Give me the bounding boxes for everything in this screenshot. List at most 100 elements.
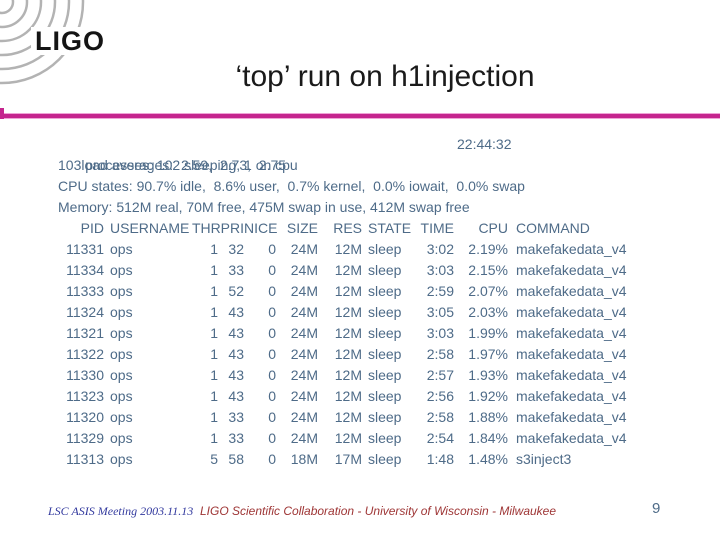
process-cell-pid: 11320 bbox=[66, 409, 104, 425]
process-cell-nice: 0 bbox=[268, 283, 276, 299]
process-cell-cmd: makefakedata_v4 bbox=[516, 430, 627, 446]
process-cell-cmd: makefakedata_v4 bbox=[516, 346, 627, 362]
process-cell-size: 24M bbox=[290, 325, 318, 341]
process-cell-cpu: 1.93% bbox=[468, 367, 508, 383]
process-row: 11320 ops 1 33 0 24M 12M sleep 2:58 1.88% makefake… bbox=[58, 407, 710, 428]
process-row: 11313 ops 5 58 0 18M 17M sleep 1:48 1.48% s3inject… bbox=[58, 449, 710, 470]
process-cell-res: 12M bbox=[334, 241, 362, 257]
process-cell-thr: 1 bbox=[210, 409, 218, 425]
process-cell-pid: 11322 bbox=[66, 346, 104, 362]
process-cell-cpu: 2.07% bbox=[468, 283, 508, 299]
process-cell-time: 3:03 bbox=[426, 325, 454, 341]
process-cell-time: 2:57 bbox=[426, 367, 454, 383]
process-cell-thr: 1 bbox=[210, 367, 218, 383]
process-cell-cpu: 2.03% bbox=[468, 304, 508, 320]
process-cell-state: sleep bbox=[368, 262, 402, 278]
top-output: load averages: 2.59, 2.73, 2.75 22:44:32… bbox=[58, 134, 710, 470]
process-row: 11322 ops 1 43 0 24M 12M sleep 2:58 1.97% makefake… bbox=[58, 344, 710, 365]
process-cell-pid: 11330 bbox=[66, 367, 104, 383]
process-row: 11321 ops 1 43 0 24M 12M sleep 3:03 1.99% makefake… bbox=[58, 323, 710, 344]
process-cell-time: 2:56 bbox=[426, 388, 454, 404]
process-cell-state: sleep bbox=[368, 325, 402, 341]
process-cell-nice: 0 bbox=[268, 304, 276, 320]
process-cell-pid: 11321 bbox=[66, 325, 104, 341]
process-table-header: PID USERNAME THR PRI NICE SIZE RES STATE TIME CPU… bbox=[58, 218, 710, 239]
clock-time: 22:44:32 bbox=[457, 136, 512, 152]
process-cell-pri: 58 bbox=[228, 451, 244, 467]
footer-collaboration-label: LIGO Scientific Collaboration - Universi… bbox=[200, 504, 557, 518]
process-cell-res: 12M bbox=[334, 262, 362, 278]
process-cell-size: 24M bbox=[290, 283, 318, 299]
process-cell-state: sleep bbox=[368, 388, 402, 404]
process-cell-nice: 0 bbox=[268, 367, 276, 383]
process-cell-user: ops bbox=[110, 262, 133, 278]
process-cell-pri: 43 bbox=[228, 388, 244, 404]
process-cell-user: ops bbox=[110, 451, 133, 467]
process-cell-thr: 5 bbox=[210, 451, 218, 467]
column-header-time: TIME bbox=[420, 220, 454, 236]
process-cell-cmd: makefakedata_v4 bbox=[516, 388, 627, 404]
summary-line: Memory: 512M real, 70M free, 475M swap i… bbox=[58, 199, 470, 215]
process-cell-user: ops bbox=[110, 283, 133, 299]
process-cell-time: 2:54 bbox=[426, 430, 454, 446]
process-cell-time: 1:48 bbox=[426, 451, 454, 467]
process-cell-cpu: 1.48% bbox=[468, 451, 508, 467]
process-cell-cmd: makefakedata_v4 bbox=[516, 262, 627, 278]
process-cell-pid: 11329 bbox=[66, 430, 104, 446]
process-cell-pri: 43 bbox=[228, 325, 244, 341]
process-cell-size: 24M bbox=[290, 346, 318, 362]
process-cell-cmd: makefakedata_v4 bbox=[516, 241, 627, 257]
process-cell-nice: 0 bbox=[268, 325, 276, 341]
process-cell-pri: 33 bbox=[228, 409, 244, 425]
process-cell-thr: 1 bbox=[210, 325, 218, 341]
process-cell-pri: 33 bbox=[228, 430, 244, 446]
process-cell-nice: 0 bbox=[268, 262, 276, 278]
process-cell-cmd: s3inject3 bbox=[516, 451, 572, 467]
process-cell-thr: 1 bbox=[210, 262, 218, 278]
process-cell-pid: 11313 bbox=[66, 451, 104, 467]
summary-lines: 103 processes: 102 sleeping, 1 on cpu CPU… bbox=[58, 155, 710, 218]
accent-divider bbox=[0, 113, 720, 119]
process-cell-user: ops bbox=[110, 409, 133, 425]
column-header-user: USERNAME bbox=[110, 220, 190, 236]
summary-line: 103 processes: 102 sleeping, 1 on cpu bbox=[58, 157, 298, 173]
process-cell-state: sleep bbox=[368, 283, 402, 299]
process-cell-res: 12M bbox=[334, 367, 362, 383]
process-cell-size: 24M bbox=[290, 304, 318, 320]
process-cell-user: ops bbox=[110, 325, 133, 341]
process-cell-pri: 33 bbox=[228, 262, 244, 278]
ligo-logo-text: LIGO bbox=[31, 27, 109, 55]
process-cell-pid: 11331 bbox=[66, 241, 104, 257]
process-cell-cmd: makefakedata_v4 bbox=[516, 325, 627, 341]
process-row: 11333 ops 1 52 0 24M 12M sleep 2:59 2.07% makefake… bbox=[58, 281, 710, 302]
process-cell-res: 12M bbox=[334, 346, 362, 362]
process-cell-time: 3:05 bbox=[426, 304, 454, 320]
process-cell-time: 2:59 bbox=[426, 283, 454, 299]
column-header-size: SIZE bbox=[286, 220, 318, 236]
process-table-body: 11331 ops 1 32 0 24M 12M sleep 3:02 2.19% makefake… bbox=[58, 239, 710, 470]
process-cell-cmd: makefakedata_v4 bbox=[516, 283, 627, 299]
process-cell-state: sleep bbox=[368, 367, 402, 383]
accent-divider-tick bbox=[0, 108, 4, 119]
column-header-cpu: CPU bbox=[478, 220, 508, 236]
process-cell-state: sleep bbox=[368, 451, 402, 467]
footer-meeting-label: LSC ASIS Meeting 2003.11.13 bbox=[48, 504, 194, 518]
process-cell-state: sleep bbox=[368, 241, 402, 257]
page-title: ‘top’ run on h1injection bbox=[235, 60, 535, 93]
process-cell-res: 12M bbox=[334, 304, 362, 320]
process-cell-nice: 0 bbox=[268, 241, 276, 257]
process-cell-res: 12M bbox=[334, 283, 362, 299]
column-header-state: STATE bbox=[368, 220, 412, 236]
page-number: 9 bbox=[652, 500, 661, 517]
process-cell-cmd: makefakedata_v4 bbox=[516, 367, 627, 383]
process-row: 11323 ops 1 43 0 24M 12M sleep 2:56 1.92% makefake… bbox=[58, 386, 710, 407]
load-average-line: load averages: 2.59, 2.73, 2.75 22:44:32 bbox=[58, 134, 710, 173]
process-row: 11331 ops 1 32 0 24M 12M sleep 3:02 2.19% makefake… bbox=[58, 239, 710, 260]
process-row: 11334 ops 1 33 0 24M 12M sleep 3:03 2.15% makefake… bbox=[58, 260, 710, 281]
process-cell-pid: 11334 bbox=[66, 262, 104, 278]
process-cell-pri: 43 bbox=[228, 346, 244, 362]
process-cell-cpu: 1.84% bbox=[468, 430, 508, 446]
process-row: 11329 ops 1 33 0 24M 12M sleep 2:54 1.84% makefake… bbox=[58, 428, 710, 449]
process-cell-res: 12M bbox=[334, 325, 362, 341]
